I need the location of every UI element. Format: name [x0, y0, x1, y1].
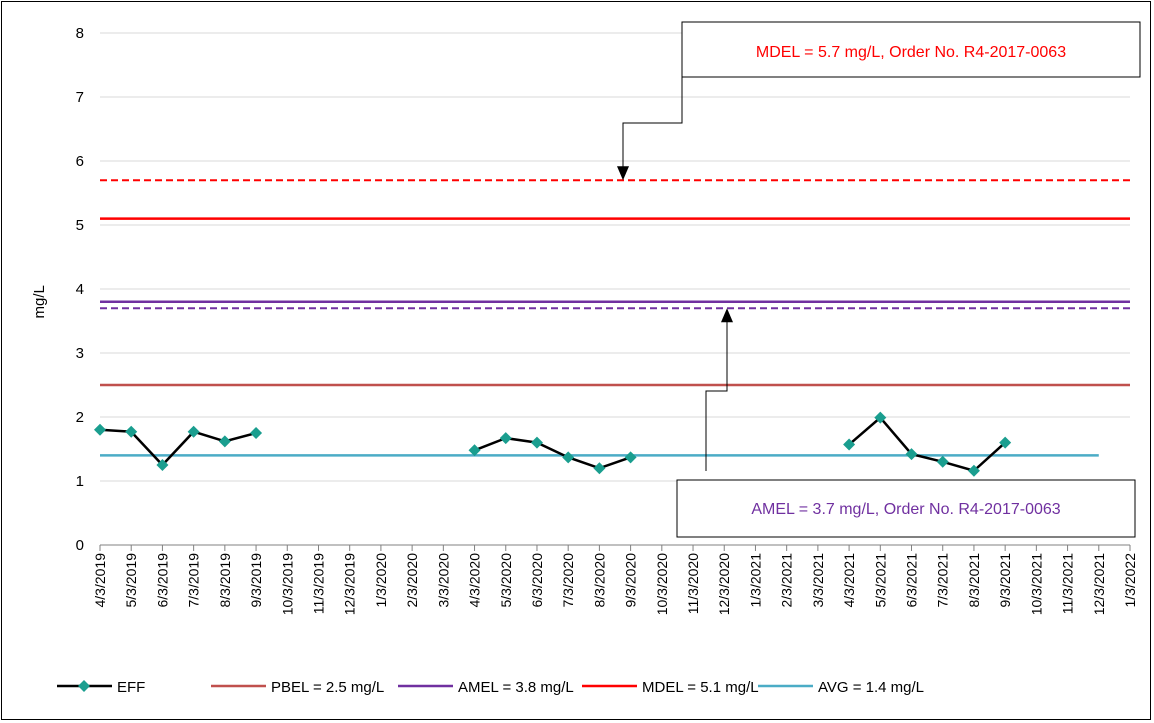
legend: EFF PBEL = 2.5 mg/L AMEL = 3.8 mg/L MDEL = … — [57, 679, 924, 696]
eff-point — [624, 451, 637, 464]
annotations: MDEL = 5.7 mg/L, Order No. R4-2017-0063 A… — [617, 21, 1141, 538]
eff-point — [530, 436, 543, 449]
x-tick-label: 3/3/2021 — [810, 553, 826, 608]
x-tick-label: 10/3/2019 — [279, 553, 295, 615]
y-tick-label: 8 — [76, 25, 84, 42]
x-tick-label: 4/3/2020 — [467, 553, 483, 608]
x-tick-label: 7/3/2021 — [935, 553, 951, 608]
eff-point — [468, 444, 481, 457]
x-tick-label: 9/3/2020 — [623, 553, 639, 608]
eff-point — [999, 436, 1012, 449]
y-tick-label: 5 — [76, 217, 84, 234]
x-tick-label: 6/3/2021 — [904, 553, 920, 608]
x-tick-label: 6/3/2019 — [154, 553, 170, 608]
x-tick-label: 11/3/2020 — [685, 553, 701, 614]
x-tick-label: 11/3/2021 — [1060, 553, 1076, 614]
legend-marker — [78, 680, 90, 692]
y-tick-label: 6 — [76, 153, 84, 170]
limit-lines — [100, 179, 1130, 457]
legend-label: AMEL = 3.8 mg/L — [458, 679, 574, 696]
x-tick-label: 6/3/2020 — [529, 553, 545, 608]
y-axis-ticks: 0 1 2 3 4 5 6 7 8 — [76, 25, 84, 554]
legend-label: PBEL = 2.5 mg/L — [271, 679, 384, 696]
eff-series — [94, 411, 1012, 477]
legend-label: EFF — [117, 679, 145, 696]
y-tick-label: 7 — [76, 89, 84, 106]
mdel-annotation-box — [681, 21, 1141, 78]
x-tick-label: 9/3/2019 — [248, 553, 264, 608]
x-tick-label: 5/3/2021 — [872, 553, 888, 608]
eff-point — [593, 462, 606, 475]
legend-label: MDEL = 5.1 mg/L — [642, 679, 759, 696]
eff-point — [187, 425, 200, 438]
eff-point — [905, 448, 918, 461]
eff-point — [156, 459, 169, 471]
mdel-arrow-line — [622, 77, 683, 175]
eff-line-segment — [848, 415, 1006, 473]
x-tick-label: 4/3/2021 — [841, 553, 857, 608]
eff-line-segment — [99, 428, 257, 467]
x-tick-label: 11/3/2019 — [310, 553, 326, 614]
legend-label: AVG = 1.4 mg/L — [818, 679, 924, 696]
eff-point — [125, 425, 138, 438]
x-tick-label: 1/3/2021 — [747, 553, 763, 608]
eff-point — [874, 411, 887, 424]
x-tick-label: 9/3/2021 — [997, 553, 1013, 608]
eff-line-segment — [474, 436, 632, 470]
x-tick-label: 10/3/2020 — [654, 553, 670, 615]
y-tick-label: 4 — [76, 281, 84, 298]
x-tick-label: 4/3/2019 — [92, 553, 108, 608]
gridlines — [100, 32, 1130, 482]
y-tick-label: 2 — [76, 409, 84, 426]
x-tick-label: 7/3/2019 — [186, 553, 202, 608]
x-tick-label: 2/3/2020 — [404, 553, 420, 608]
eff-point — [218, 435, 231, 448]
mdel-annotation-text: MDEL = 5.7 mg/L, Order No. R4-2017-0063 — [756, 44, 1066, 61]
x-tick-label: 5/3/2020 — [498, 553, 514, 608]
x-tick-label: 8/3/2020 — [591, 553, 607, 608]
eff-point — [499, 432, 512, 445]
amel-arrow-line — [705, 314, 728, 471]
eff-point — [94, 423, 106, 436]
x-axis: 4/3/2019 5/3/2019 6/3/2019 7/3/2019 8/3/2019… — [92, 544, 1138, 615]
x-tick-label: 12/3/2021 — [1091, 553, 1107, 615]
x-tick-label: 12/3/2019 — [342, 553, 358, 615]
x-tick-label: 1/3/2020 — [373, 553, 389, 608]
amel-annotation-box — [676, 479, 1136, 538]
x-tick-label: 2/3/2021 — [779, 553, 795, 608]
y-tick-label: 3 — [76, 345, 84, 362]
mdel-arrow-head — [617, 166, 629, 181]
x-tick-label: 8/3/2021 — [966, 553, 982, 608]
x-tick-label: 12/3/2020 — [716, 553, 732, 615]
eff-point — [562, 451, 575, 464]
y-tick-label: 1 — [76, 473, 84, 490]
y-tick-label: 0 — [76, 537, 84, 554]
x-tick-label: 1/3/2022 — [1122, 553, 1138, 608]
amel-annotation-text: AMEL = 3.7 mg/L, Order No. R4-2017-0063 — [751, 501, 1060, 518]
eff-point — [250, 427, 263, 439]
x-tick-label: 10/3/2021 — [1028, 553, 1044, 615]
x-tick-label: 3/3/2020 — [435, 553, 451, 608]
eff-point — [936, 455, 949, 468]
eff-point — [967, 464, 980, 477]
y-axis-label: mg/L — [31, 285, 48, 318]
x-tick-label: 7/3/2020 — [560, 553, 576, 608]
x-tick-label: 8/3/2019 — [217, 553, 233, 608]
amel-arrow-head — [721, 308, 733, 323]
x-tick-label: 5/3/2019 — [123, 553, 139, 608]
eff-point — [843, 438, 856, 451]
